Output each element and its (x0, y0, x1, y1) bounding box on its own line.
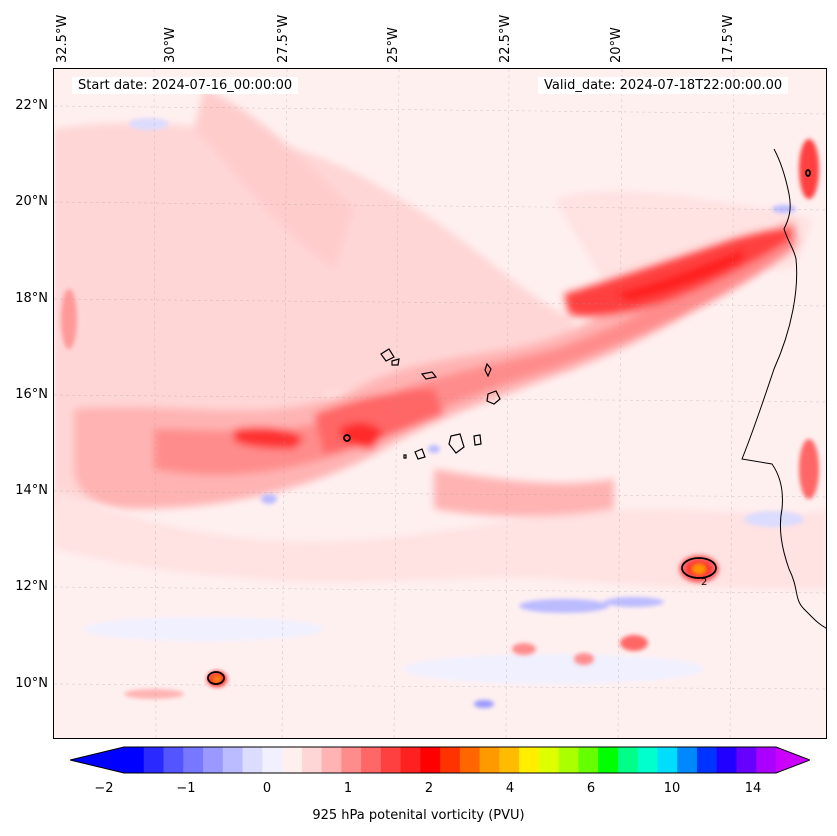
colorbar-segment (499, 747, 520, 773)
colorbar-segment (756, 747, 777, 773)
pv-field: 2 (54, 69, 826, 738)
cb-tick-1: 1 (343, 781, 353, 796)
colorbar-segment (400, 747, 421, 773)
pv-band-south (54, 469, 826, 589)
colorbar-segment (321, 747, 342, 773)
colorbar-segment (657, 747, 678, 773)
colorbar-segment (380, 747, 402, 773)
colorbar-segment (459, 747, 481, 773)
colorbar-segment (696, 747, 718, 773)
colorbar-segment (519, 747, 540, 773)
colorbar-segment (420, 747, 441, 773)
colorbar-segment (479, 747, 500, 773)
colorbar-over-triangle (776, 747, 810, 773)
colorbar-segment (440, 747, 461, 773)
map-panel[interactable]: 2 (53, 68, 827, 739)
start-date-label: Start date: 2024-07-16_00:00:00 (72, 77, 299, 94)
cb-tick-neg1: −1 (176, 781, 196, 796)
cb-tick-0: 0 (262, 781, 272, 796)
colorbar-graphic (69, 746, 812, 774)
colorbar-segment (538, 747, 560, 773)
lat-label-14n: 14°N (15, 483, 48, 498)
pv-contour-2 (207, 169, 811, 685)
colorbar-segment (617, 747, 639, 773)
colorbar-segment (203, 747, 224, 773)
colorbar-segment (242, 747, 263, 773)
valid-date-label: Valid_date: 2024-07-18T22:00:00.00 (538, 77, 789, 94)
cb-tick-neg2: −2 (94, 781, 114, 796)
lon-label-30w: 30°W (163, 27, 178, 63)
colorbar-segment (124, 747, 145, 773)
lon-label-25w: 25°W (386, 27, 401, 63)
colorbar-title: 925 hPa potenital vorticity (PVU) (312, 808, 525, 823)
colorbar-segment (163, 747, 184, 773)
colorbar-segment (736, 747, 757, 773)
lat-label-22n: 22°N (15, 98, 48, 113)
colorbar-under-triangle (70, 747, 124, 773)
lat-label-18n: 18°N (15, 291, 48, 306)
colorbar-segment (716, 747, 737, 773)
cb-tick-6: 6 (586, 781, 596, 796)
colorbar-segment (361, 747, 382, 773)
pv-contour-label: 2 (701, 577, 707, 588)
cb-tick-2: 2 (424, 781, 434, 796)
cb-tick-4: 4 (505, 781, 515, 796)
lon-label-22-5w: 22.5°W (498, 14, 513, 63)
cb-tick-10: 10 (663, 781, 681, 796)
lon-label-20w: 20°W (609, 27, 624, 63)
colorbar-segment (677, 747, 698, 773)
lon-label-32-5w: 32.5°W (55, 14, 70, 63)
graticule (54, 69, 826, 738)
africa-coastline (741, 148, 826, 629)
colorbar-segment (301, 747, 323, 773)
colorbar (69, 745, 812, 775)
cape-verde-islands (380, 348, 501, 460)
colorbar-segment (637, 747, 658, 773)
colorbar-segment (341, 747, 362, 773)
lat-label-20n: 20°N (15, 194, 48, 209)
colorbar-segment (222, 747, 244, 773)
lat-label-12n: 12°N (15, 579, 48, 594)
colorbar-segment (262, 747, 283, 773)
lon-label-17-5w: 17.5°W (721, 14, 736, 63)
lon-label-27-5w: 27.5°W (276, 14, 291, 63)
lat-label-16n: 16°N (15, 387, 48, 402)
colorbar-segment (598, 747, 619, 773)
colorbar-segment (578, 747, 599, 773)
lat-label-10n: 10°N (15, 676, 48, 691)
colorbar-segment (282, 747, 303, 773)
cb-tick-14: 14 (744, 781, 762, 796)
colorbar-segment (143, 747, 165, 773)
colorbar-segment (183, 747, 204, 773)
pv-band-main (74, 219, 799, 509)
colorbar-segment (558, 747, 579, 773)
